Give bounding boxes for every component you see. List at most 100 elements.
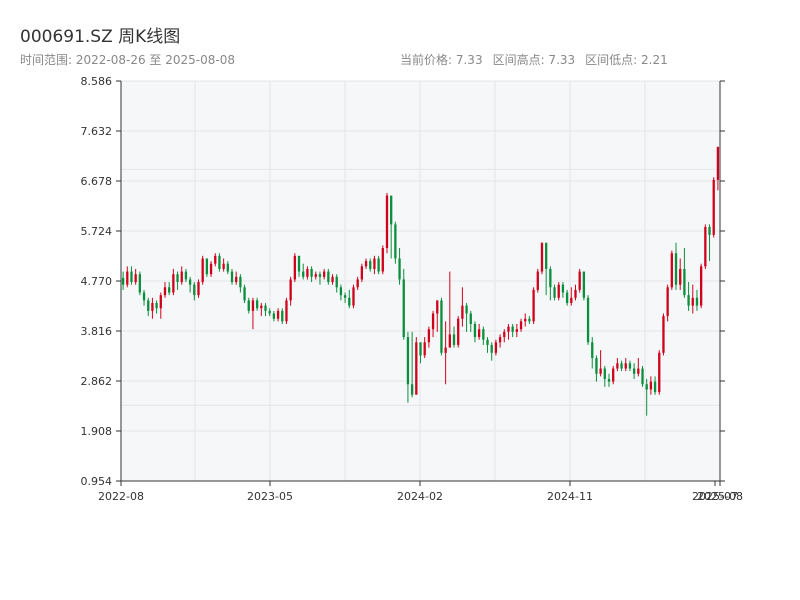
candle-body — [591, 342, 594, 359]
candle-body — [281, 310, 284, 322]
y-tick-label: 7.632 — [81, 125, 113, 138]
candle-body — [180, 271, 183, 283]
candle-body — [716, 146, 720, 180]
candle-body — [616, 363, 619, 369]
candle-body — [679, 268, 682, 285]
candle-body — [205, 258, 209, 275]
candle-body — [406, 337, 410, 385]
candle-body — [168, 287, 171, 293]
candle-body — [147, 300, 150, 311]
y-tick-label: 4.770 — [81, 275, 113, 288]
candle-body — [427, 329, 431, 343]
candle-body — [218, 255, 221, 269]
candle-body — [641, 368, 644, 385]
candle-body — [197, 282, 200, 296]
price-summary: 当前价格: 7.33 区间高点: 7.33 区间低点: 2.21 — [400, 51, 668, 68]
candle-body — [138, 274, 142, 293]
candle-body — [209, 263, 213, 275]
candle-body — [595, 358, 598, 374]
candle-body — [570, 297, 573, 304]
candle-body — [649, 381, 653, 390]
candle-body — [473, 323, 477, 338]
candle-body — [582, 271, 586, 298]
candle-body — [545, 242, 548, 269]
candle-body — [419, 342, 422, 356]
candle-body — [444, 347, 447, 353]
candle-body — [142, 292, 146, 301]
candle-body — [670, 253, 673, 288]
candle-body — [268, 310, 271, 314]
axes: 0.954 1.908 2.862 3.816 4.770 5.724 6.678 7.632… — [81, 75, 743, 503]
candle-body — [431, 313, 435, 330]
candle-body — [612, 368, 615, 382]
candle-body — [524, 318, 527, 322]
y-tick-label: 5.724 — [81, 225, 113, 238]
candle-body — [603, 368, 606, 380]
candle-body — [289, 279, 292, 301]
y-tick-label: 1.908 — [81, 425, 113, 438]
candle-body — [134, 274, 137, 283]
candle-body — [494, 342, 498, 353]
candle-body — [704, 227, 707, 267]
candle-body — [381, 247, 384, 272]
y-tick-label: 8.586 — [81, 75, 113, 88]
candle-body — [222, 263, 225, 269]
candle-body — [235, 276, 238, 283]
candle-body — [398, 258, 401, 280]
candle-body — [536, 271, 539, 290]
candle-body — [201, 258, 204, 283]
candle-body — [482, 329, 485, 340]
y-tick-label: 2.862 — [81, 375, 113, 388]
candle-body — [624, 363, 627, 369]
candle-body — [448, 334, 451, 348]
candle-body — [628, 363, 632, 369]
candle-body — [465, 305, 468, 314]
candle-body — [620, 363, 623, 369]
candle-body — [193, 284, 196, 296]
candle-body — [163, 287, 167, 296]
candle-body — [230, 271, 234, 283]
candle-body — [214, 255, 217, 264]
candle-body — [348, 297, 351, 306]
candle-body — [511, 326, 514, 332]
candle-body — [226, 263, 229, 272]
chart-title: 000691.SZ 周K线图 — [20, 27, 181, 47]
x-tick-label: 2025-08 — [697, 490, 743, 503]
candle-body — [385, 195, 389, 248]
candle-body — [519, 321, 523, 330]
candle-body — [532, 289, 535, 322]
candle-body — [159, 295, 162, 309]
candle-body — [377, 258, 380, 272]
candle-body — [687, 295, 690, 306]
candle-body — [461, 305, 464, 319]
candle-body — [302, 271, 305, 277]
x-tick-label: 2022-08 — [98, 490, 144, 503]
candle-body — [653, 381, 657, 393]
candle-body — [356, 279, 359, 288]
candle-body — [712, 179, 715, 235]
candle-body — [699, 266, 703, 306]
x-tick-label: 2023-05 — [247, 490, 293, 503]
candle-body — [184, 271, 188, 280]
candle-body — [121, 277, 125, 285]
candle-body — [260, 305, 263, 309]
candle-body — [578, 271, 581, 290]
candle-body — [335, 276, 338, 288]
candle-body — [318, 274, 322, 277]
range-high-label: 区间高点: 7.33 — [492, 53, 576, 67]
candle-body — [662, 316, 665, 353]
candle-body — [126, 271, 129, 285]
candle-body — [327, 271, 330, 283]
candle-body — [607, 379, 611, 382]
x-tick-label: 2024-11 — [547, 490, 593, 503]
grid-lines — [121, 80, 720, 482]
candle-body — [528, 318, 531, 322]
candle-body — [549, 268, 552, 288]
candle-body — [666, 287, 669, 317]
candle-body — [151, 303, 154, 311]
candle-body — [540, 242, 544, 272]
candle-body — [599, 368, 602, 374]
candle-body — [130, 271, 133, 283]
candle-body — [586, 297, 590, 343]
